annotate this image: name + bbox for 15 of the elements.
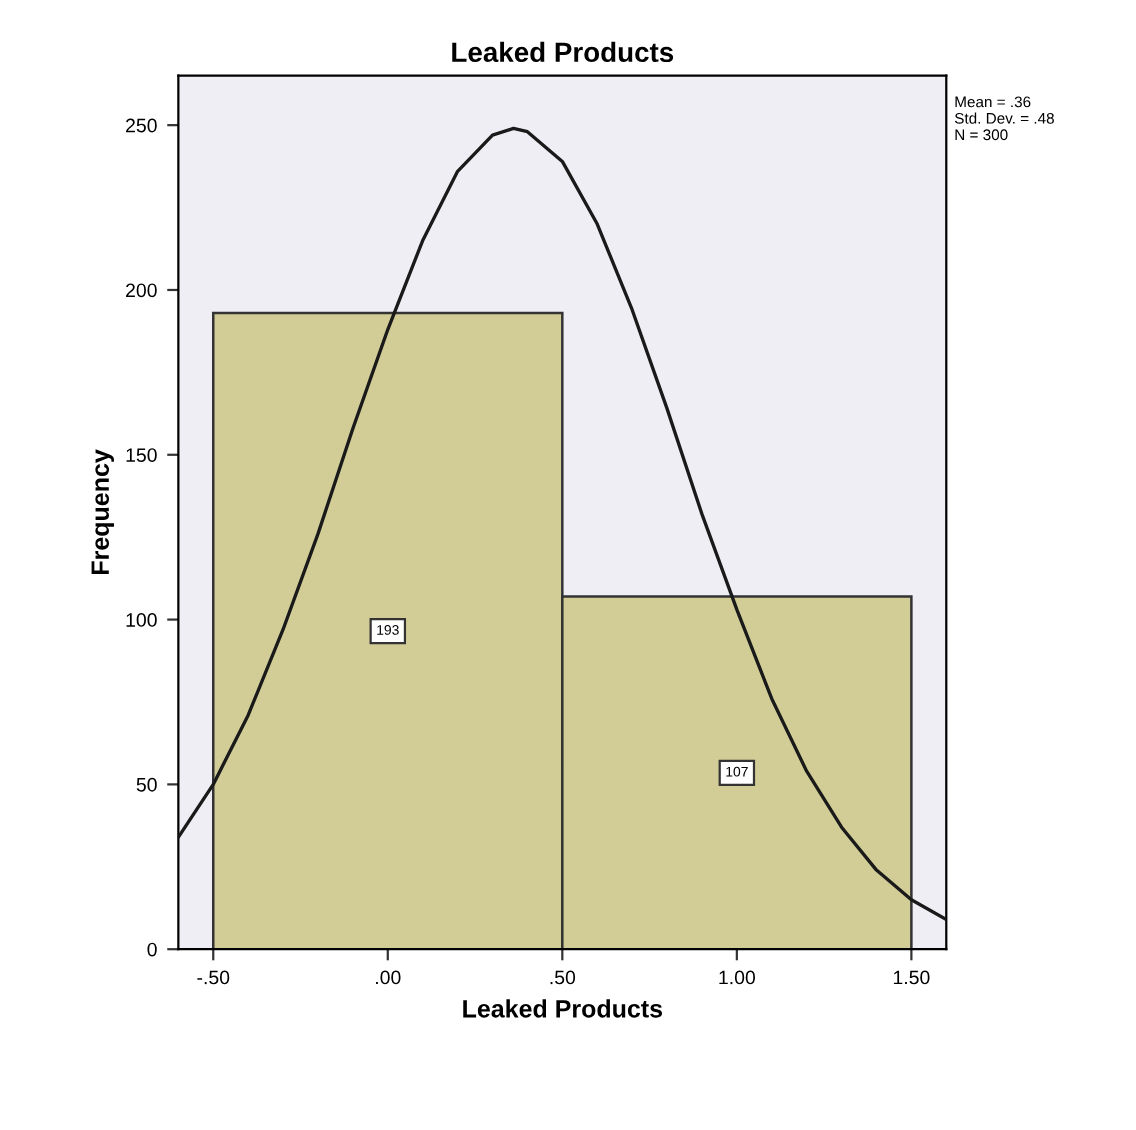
y-tick-label: 0 (147, 942, 157, 957)
y-tick-label: 100 (126, 613, 157, 627)
x-axis-title: Leaked Products (463, 999, 663, 1018)
x-tick-label: -.50 (197, 970, 230, 985)
y-tick-label: 150 (126, 448, 157, 463)
y-axis-title: Frequency (91, 449, 114, 574)
y-tick-label: 200 (126, 283, 157, 298)
line-series (178, 126, 947, 922)
y-tick-label: 50 (136, 777, 157, 792)
y-tick-label: 250 (126, 118, 157, 133)
x-tick-label: .50 (550, 970, 576, 985)
x-tick-label: .00 (376, 970, 401, 985)
x-tick-label: 1.00 (719, 970, 756, 985)
chart-title: Leaked Products (452, 41, 674, 63)
x-tick-label: 1.50 (893, 970, 930, 985)
